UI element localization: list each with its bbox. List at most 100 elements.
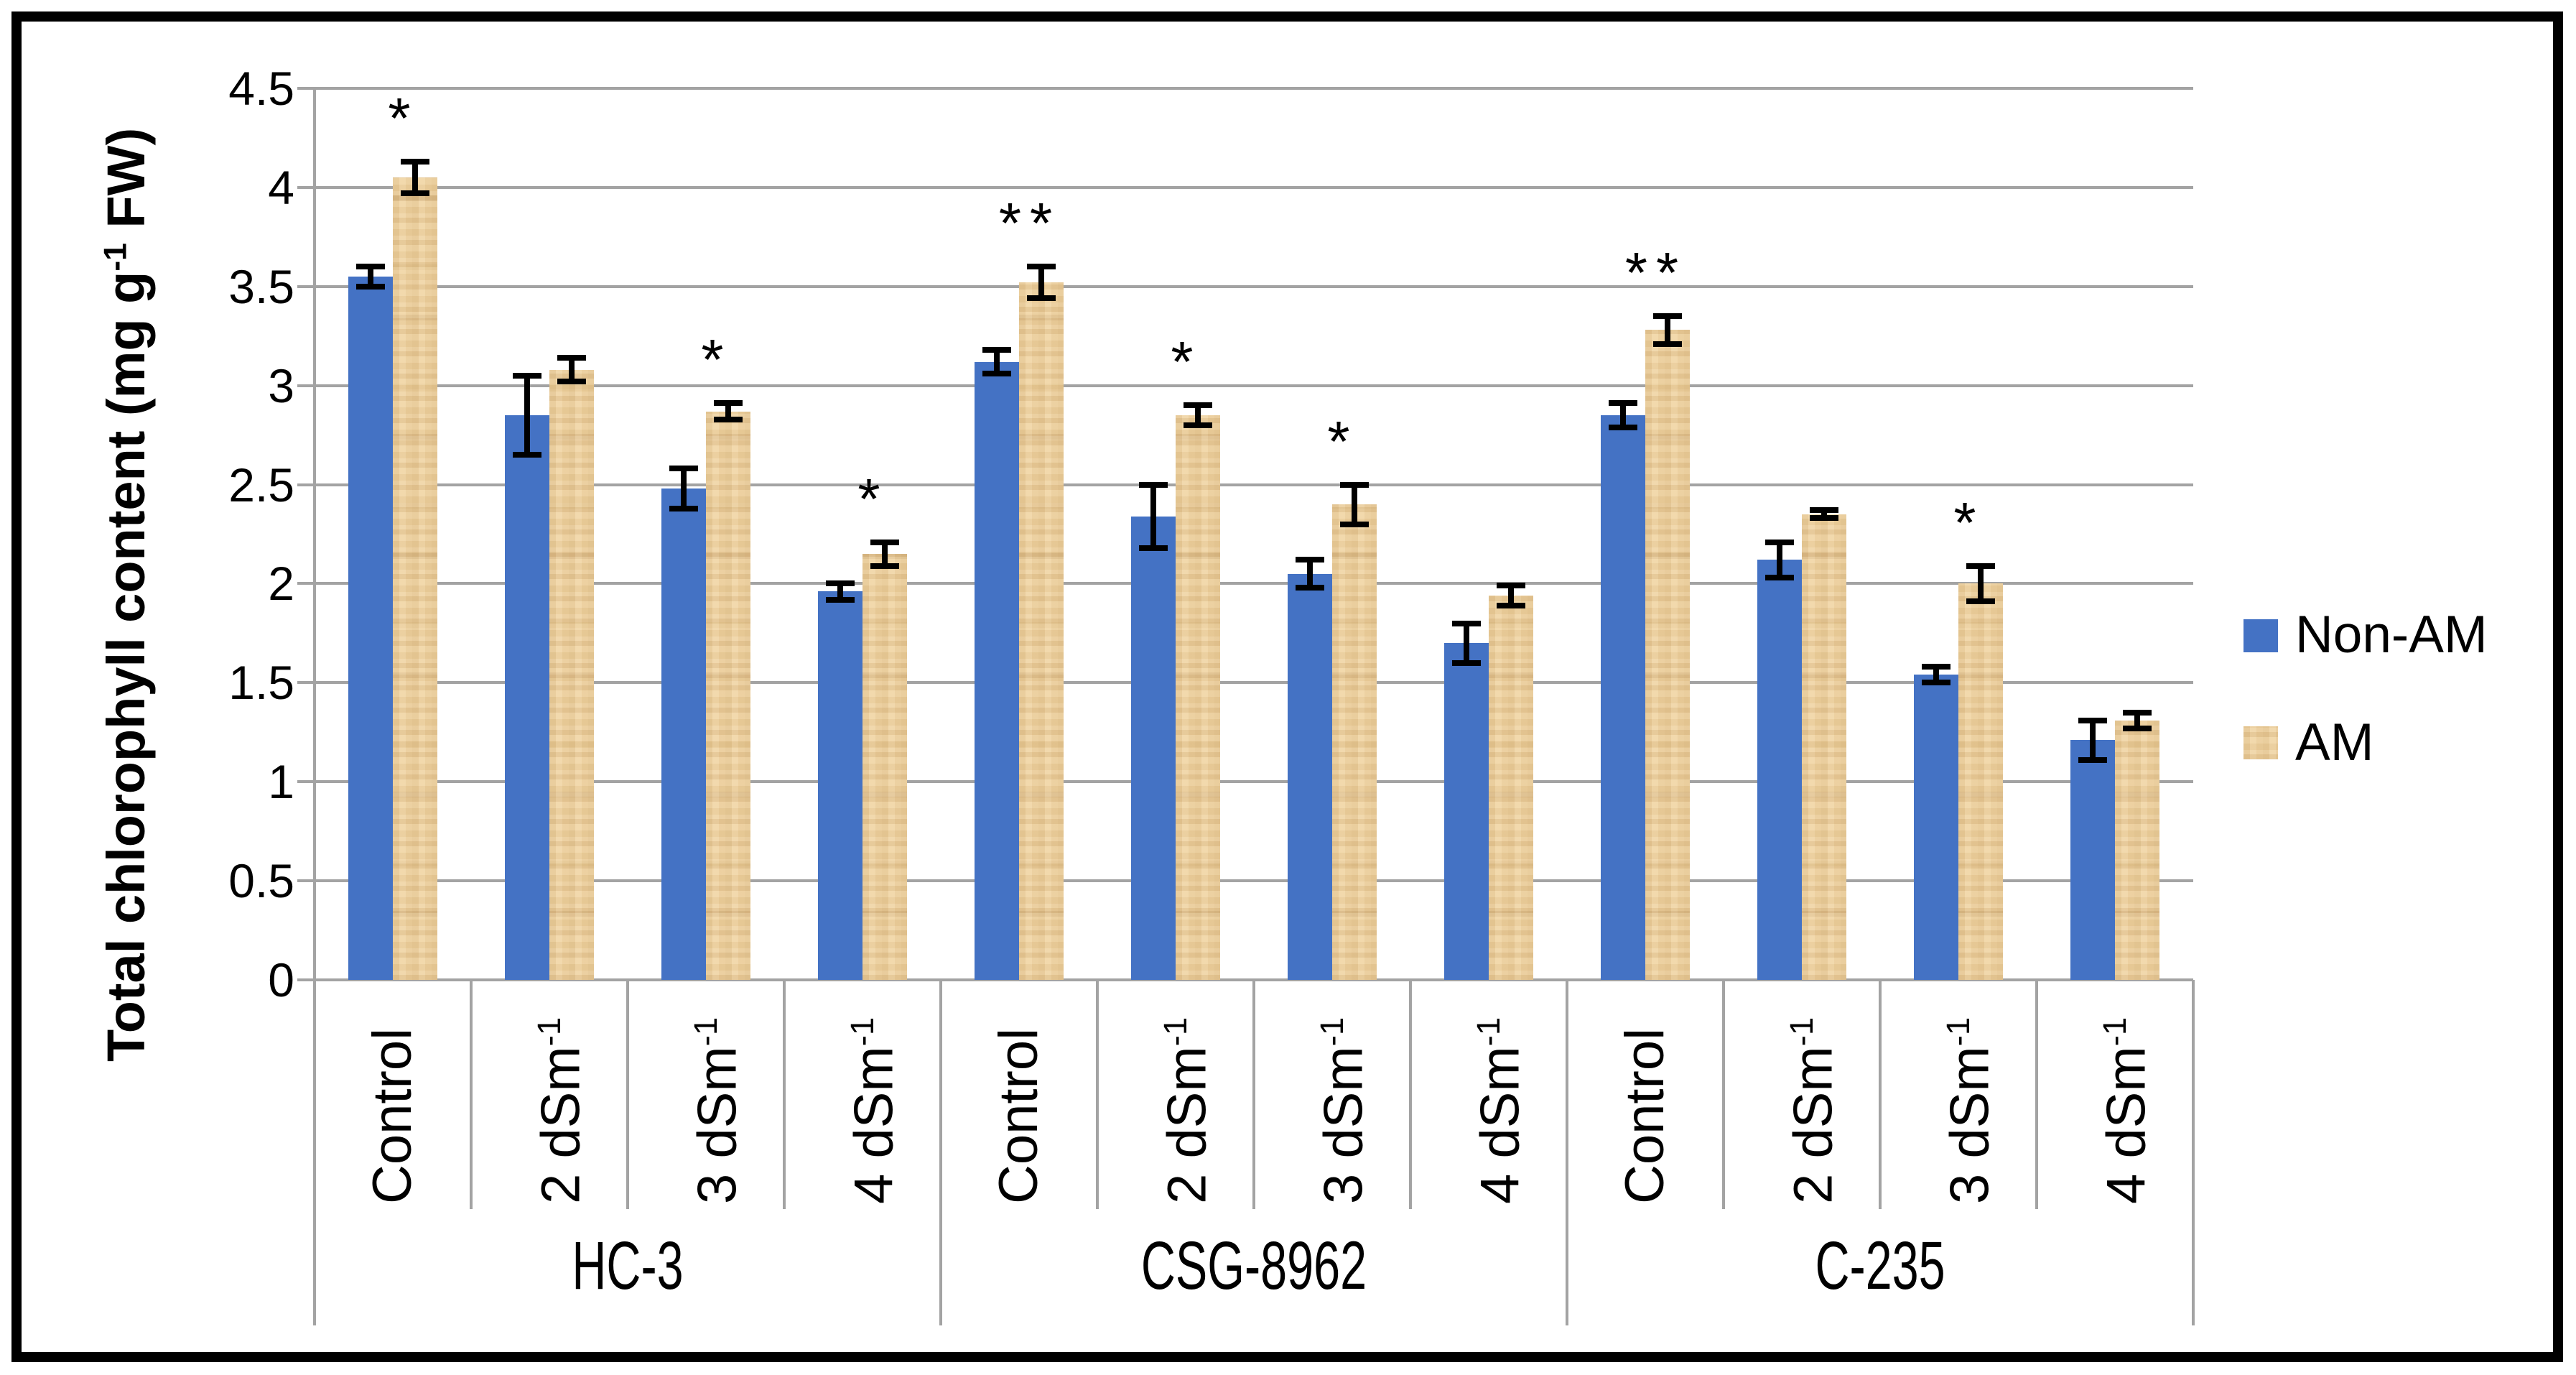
error-bar-cap-bottom [1966, 598, 1995, 605]
error-bar-cap-bottom [1653, 341, 1682, 347]
x-axis-category-label: 2 dSm-1 [1156, 1017, 1218, 1204]
y-axis-tickmark [297, 681, 315, 685]
error-bar-cap-top [669, 466, 698, 472]
error-bar-cap-top [1027, 264, 1056, 270]
error-bar-cap-bottom [356, 283, 385, 290]
error-bar-cap-top [826, 580, 855, 587]
error-bar-cap-top [2078, 717, 2107, 723]
category-separator-line [1722, 980, 1725, 1209]
gridline [315, 185, 2193, 189]
bar-non-am [348, 276, 393, 980]
category-separator-line [783, 980, 786, 1209]
error-bar-cap-bottom [714, 416, 743, 422]
error-bar-cap-top [2123, 709, 2152, 716]
x-axis-category-label: Control [362, 1028, 423, 1204]
group-separator-line [2192, 980, 2195, 1325]
x-axis-category-label: 4 dSm-1 [843, 1017, 905, 1204]
bar-non-am [1288, 573, 1332, 980]
error-bar-cap-bottom [1609, 424, 1637, 430]
x-axis-category-label: 3 dSm-1 [1313, 1017, 1375, 1204]
legend-label-am: AM [2295, 713, 2374, 772]
x-axis-category-sup: -1 [1470, 1017, 1507, 1047]
error-bar-cap-bottom [982, 371, 1011, 377]
group-separator-line [939, 980, 942, 1325]
error-bar-cap-bottom [1765, 575, 1794, 581]
error-bar-line [1821, 510, 1827, 519]
x-axis-category-label: 4 dSm-1 [1469, 1017, 1531, 1204]
y-axis-tickmark [297, 978, 315, 981]
y-axis-tick-label: 2.5 [228, 458, 294, 511]
error-bar-cap-top [1452, 620, 1481, 626]
error-bar-cap-top [1810, 507, 1838, 514]
bar-non-am [505, 415, 549, 980]
significance-mark: * [1171, 330, 1202, 394]
error-bar-cap-top [356, 264, 385, 270]
bar-am [2115, 720, 2159, 980]
error-bar-cap-top [557, 355, 586, 361]
bar-non-am [818, 591, 862, 980]
y-axis-tick-label: 1 [268, 755, 294, 809]
significance-mark: * [857, 466, 889, 531]
y-axis-tickmark [297, 87, 315, 90]
gridline [315, 582, 2193, 585]
bar-non-am [1601, 415, 1645, 980]
error-bar-line [368, 267, 373, 287]
bar-non-am [661, 489, 706, 980]
y-axis-tickmark [297, 185, 315, 189]
error-bar-cap-bottom [1497, 602, 1525, 608]
significance-mark: ** [998, 191, 1061, 256]
error-bar-cap-bottom [870, 562, 899, 569]
error-bar-line [1978, 565, 1984, 602]
error-bar-line [1620, 403, 1626, 427]
error-bar-cap-top [401, 159, 429, 165]
error-bar-cap-bottom [1810, 515, 1838, 522]
category-separator-line [1879, 980, 1882, 1209]
x-axis-category-label: 2 dSm-1 [1782, 1017, 1844, 1204]
bar-am [1802, 514, 1846, 980]
legend-label-non-am: Non-AM [2295, 606, 2488, 664]
bar-non-am [975, 361, 1019, 980]
legend-swatch-non-am [2243, 619, 2278, 652]
gridline [315, 879, 2193, 883]
x-axis-group-label: C-235 [1815, 1228, 1945, 1304]
error-bar-cap-bottom [401, 190, 429, 197]
error-bar-cap-top [982, 347, 1011, 353]
error-bar-cap-top [1609, 400, 1637, 407]
bar-am [1958, 583, 2003, 980]
legend-swatch-am [2243, 726, 2278, 759]
gridline [315, 87, 2193, 90]
significance-mark: * [1327, 409, 1359, 473]
bar-am [1019, 282, 1064, 980]
category-separator-line [1252, 980, 1255, 1209]
bar-am [1176, 415, 1220, 980]
x-axis-category-sup: -1 [1783, 1017, 1820, 1047]
significance-mark: * [1953, 490, 1985, 555]
error-bar-line [2134, 712, 2140, 728]
y-axis-tickmark [297, 284, 315, 288]
error-bar-cap-top [1653, 313, 1682, 320]
bar-non-am [1914, 675, 1958, 980]
bar-am [1645, 330, 1690, 980]
y-axis-tick-label: 3.5 [228, 259, 294, 313]
error-bar-line [837, 583, 843, 600]
error-bar-line [1464, 623, 1469, 663]
bar-am [1332, 504, 1377, 980]
error-bar-cap-bottom [2078, 756, 2107, 763]
error-bar-cap-bottom [1184, 422, 1212, 428]
error-bar-cap-bottom [513, 452, 541, 458]
error-bar-line [1352, 484, 1357, 524]
gridline [315, 483, 2193, 486]
x-axis-category-label: 2 dSm-1 [530, 1017, 592, 1204]
y-axis-tickmark [297, 879, 315, 883]
x-axis-category-label: 4 dSm-1 [2096, 1017, 2157, 1204]
error-bar-line [1038, 267, 1044, 299]
significance-mark: * [701, 328, 733, 392]
error-bar-line [681, 468, 687, 509]
error-bar-line [1777, 542, 1782, 578]
y-axis-tickmark [297, 582, 315, 585]
error-bar-cap-top [1497, 583, 1525, 589]
y-axis-tick-label: 0 [268, 953, 294, 1006]
error-bar-cap-top [714, 400, 743, 407]
y-axis-tick-label: 1.5 [228, 656, 294, 710]
